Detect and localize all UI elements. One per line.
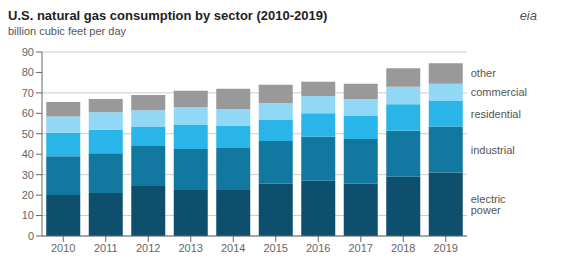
svg-text:0: 0	[28, 230, 34, 242]
svg-text:50: 50	[22, 128, 34, 140]
svg-text:70: 70	[22, 87, 34, 99]
svg-text:10: 10	[22, 209, 34, 221]
html-text:eia: eia	[519, 8, 537, 23]
svg-text:2018: 2018	[391, 242, 415, 254]
svg-text:2016: 2016	[306, 242, 330, 254]
svg-text:2010: 2010	[51, 242, 75, 254]
svg-text:80: 80	[22, 66, 34, 78]
svg-text:20: 20	[22, 189, 34, 201]
svg-text:residential: residential	[471, 108, 521, 120]
svg-text:commercial: commercial	[471, 86, 527, 98]
svg-text:40: 40	[22, 148, 34, 160]
svg-text:2015: 2015	[264, 242, 288, 254]
svg-text:2019: 2019	[434, 242, 458, 254]
svg-text:2011: 2011	[94, 242, 118, 254]
svg-text:2013: 2013	[179, 242, 203, 254]
svg-text:2012: 2012	[136, 242, 160, 254]
svg-text:electricpower: electricpower	[471, 193, 506, 216]
svg-text:60: 60	[22, 107, 34, 119]
svg-text:industrial: industrial	[471, 144, 515, 156]
html-text:billion cubic feet per day: billion cubic feet per day	[8, 25, 126, 37]
svg-text:2017: 2017	[349, 242, 373, 254]
svg-text:30: 30	[22, 169, 34, 181]
svg-text:other: other	[471, 67, 496, 79]
html-text:U.S. natural gas consumption b: U.S. natural gas consumption by sector (…	[8, 8, 328, 23]
svg-text:2014: 2014	[221, 242, 245, 254]
svg-text:90: 90	[22, 46, 34, 58]
